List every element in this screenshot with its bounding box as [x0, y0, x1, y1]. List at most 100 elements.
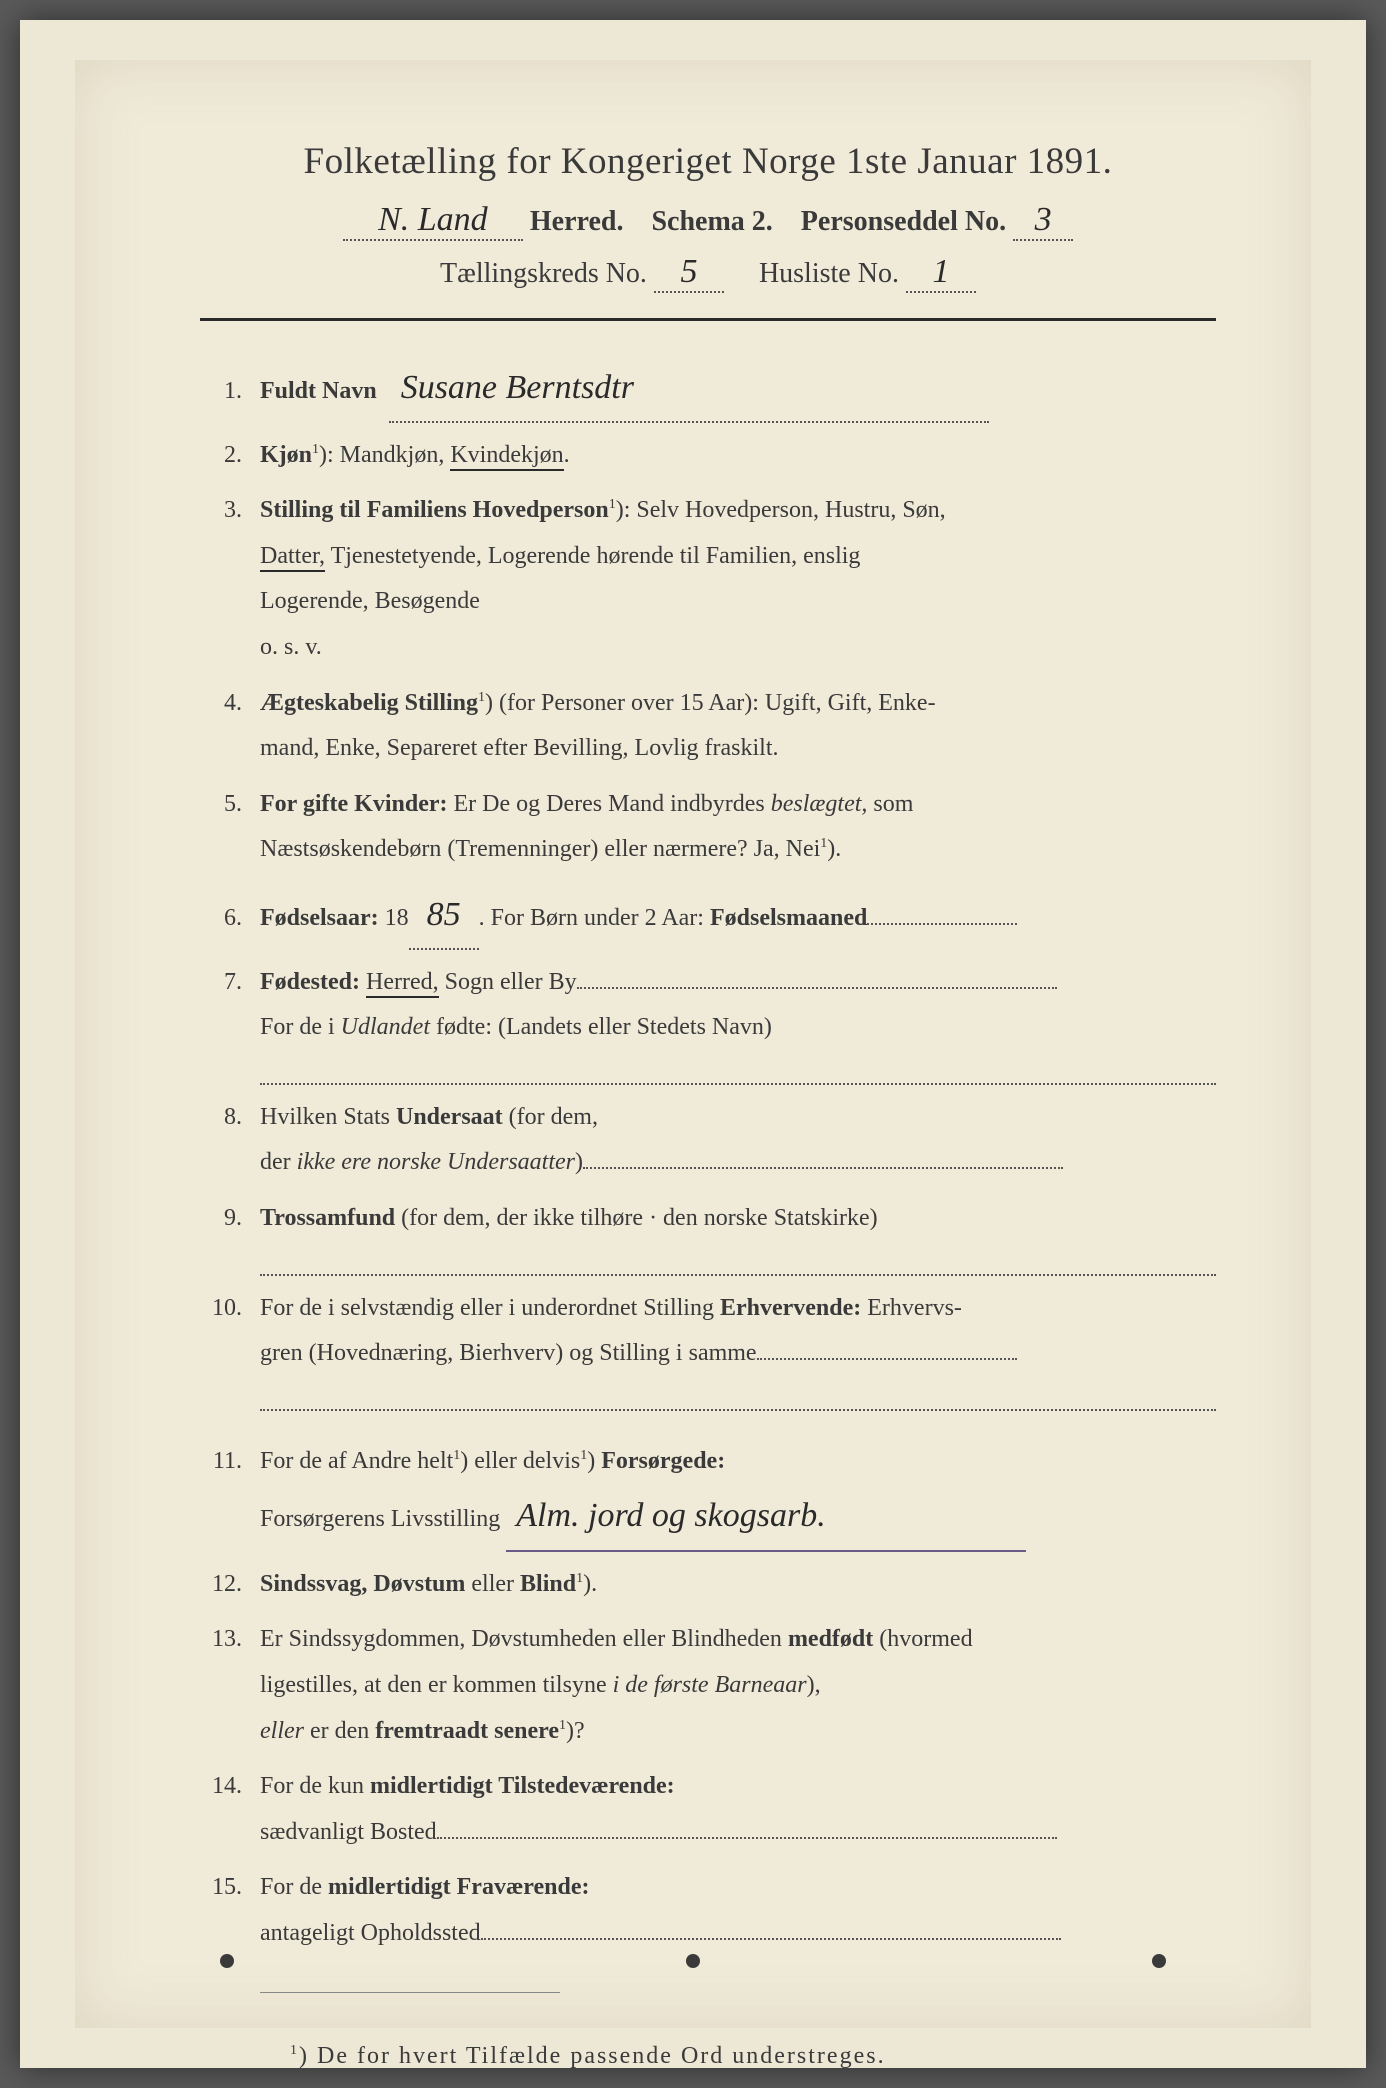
- row-13-line3a: eller: [260, 1718, 304, 1744]
- row-10-text1: For de i selvstændig eller i underordnet…: [260, 1295, 720, 1321]
- row-15-text1: For de: [260, 1874, 328, 1900]
- row-9-blank: [260, 1248, 1216, 1276]
- row-6-label: Fødselsaar:: [260, 905, 379, 931]
- row-13-italic: i de første Barneaar: [613, 1672, 807, 1698]
- row-5-after2: ).: [827, 836, 841, 862]
- row-3-sup: 1: [609, 497, 616, 512]
- row-6-label2: Fødselsmaaned: [710, 905, 867, 931]
- row-15-bold: midlertidigt Fraværende:: [328, 1874, 590, 1900]
- row-2: 2. Kjøn1): Mandkjøn, Kvindekjøn.: [200, 433, 1216, 479]
- row-11: 11. For de af Andre helt1) eller delvis1…: [200, 1439, 1216, 1552]
- row-13-line2a: ligestilles, at den er kommen tilsyne: [260, 1672, 613, 1698]
- row-5-field: For gifte Kvinder: Er De og Deres Mand i…: [260, 782, 1216, 873]
- row-4-field: Ægteskabelig Stilling1) (for Personer ov…: [260, 681, 1216, 772]
- row-15: 15. For de midlertidigt Fraværende: anta…: [200, 1865, 1216, 1956]
- row-12-rest: eller: [465, 1571, 520, 1597]
- row-4-label: Ægteskabelig Stilling: [260, 690, 478, 716]
- row-9-label: Trossamfund: [260, 1205, 395, 1231]
- row-12-bold2: Blind: [520, 1571, 576, 1597]
- row-3-line2-r: Tjenestetyende, Logerende hørende til Fa…: [325, 543, 860, 569]
- row-12: 12. Sindssvag, Døvstum eller Blind1).: [200, 1562, 1216, 1608]
- row-13-bold2: fremtraadt senere: [375, 1718, 559, 1744]
- row-10-num: 10.: [200, 1286, 260, 1332]
- herred-value: N. Land: [343, 201, 523, 241]
- row-13-line3c: )?: [566, 1718, 585, 1744]
- row-3-line3: Logerende, Besøgende: [260, 588, 480, 614]
- row-2-num: 2.: [200, 433, 260, 479]
- row-11-text1: For de af Andre helt: [260, 1448, 453, 1474]
- row-7-label: Fødested:: [260, 969, 360, 995]
- row-1-num: 1.: [200, 369, 260, 415]
- row-3-num: 3.: [200, 488, 260, 534]
- row-1-value: Susane Berntsdtr: [389, 356, 989, 423]
- row-6-mid: . For Børn under 2 Aar:: [479, 905, 710, 931]
- row-8-field: Hvilken Stats Undersaat (for dem, der ik…: [260, 1095, 1216, 1186]
- binding-hole-center: [686, 1954, 700, 1968]
- row-14-field: For de kun midlertidigt Tilstedeværende:…: [260, 1764, 1216, 1855]
- row-14-bold: midlertidigt Tilstedeværende:: [370, 1773, 675, 1799]
- row-13: 13. Er Sindssygdommen, Døvstumheden elle…: [200, 1617, 1216, 1754]
- footnote-divider: [260, 1992, 560, 1993]
- subheader-2: Tællingskreds No. 5 Husliste No. 1: [200, 253, 1216, 293]
- row-2-after: .: [564, 442, 570, 468]
- row-8-text1: Hvilken Stats: [260, 1104, 396, 1130]
- row-10-blank2: [260, 1383, 1216, 1411]
- row-15-blank: [481, 1938, 1061, 1940]
- row-5-label: For gifte Kvinder:: [260, 791, 448, 817]
- row-3-field: Stilling til Familiens Hovedperson1): Se…: [260, 488, 1216, 670]
- row-5-line2: Næstsøskendebørn (Tremenninger) eller næ…: [260, 836, 820, 862]
- row-14-blank: [437, 1837, 1057, 1839]
- row-3-label: Stilling til Familiens Hovedperson: [260, 497, 609, 523]
- taellingskreds-label: Tællingskreds No.: [440, 258, 647, 289]
- row-4-line2: mand, Enke, Separeret efter Bevilling, L…: [260, 735, 779, 761]
- row-1-field: Fuldt Navn Susane Berntsdtr: [260, 356, 1216, 423]
- row-8-text2: (for dem,: [503, 1104, 598, 1130]
- row-12-num: 12.: [200, 1562, 260, 1608]
- row-6-prefix: 18: [379, 905, 409, 931]
- schema-label: Schema 2.: [651, 206, 772, 237]
- header-divider: [200, 318, 1216, 321]
- row-13-sup: 1: [559, 1718, 566, 1733]
- row-11-num: 11.: [200, 1439, 260, 1485]
- form-content: Folketælling for Kongeriget Norge 1ste J…: [200, 140, 1216, 2070]
- row-6: 6. Fødselsaar: 1885. For Børn under 2 Aa…: [200, 883, 1216, 950]
- row-6-year: 85: [409, 883, 479, 950]
- row-7-italic: Udlandet: [341, 1014, 430, 1040]
- row-9: 9. Trossamfund (for dem, der ikke tilhør…: [200, 1196, 1216, 1276]
- row-8-italic: ikke ere norske Undersaatter: [297, 1149, 575, 1175]
- row-7-blank: [577, 987, 1057, 989]
- row-8-line2a: der: [260, 1149, 297, 1175]
- row-13-line2b: ),: [807, 1672, 821, 1698]
- row-13-num: 13.: [200, 1617, 260, 1663]
- row-2-rest: ): Mandkjøn,: [319, 442, 450, 468]
- husliste-no: 1: [906, 253, 976, 293]
- row-3-after: ): Selv Hovedperson, Hustru, Søn,: [616, 497, 946, 523]
- row-13-text1: Er Sindssygdommen, Døvstumheden eller Bl…: [260, 1626, 788, 1652]
- row-10-bold: Erhvervende:: [720, 1295, 861, 1321]
- row-8: 8. Hvilken Stats Undersaat (for dem, der…: [200, 1095, 1216, 1186]
- taellingskreds-no: 5: [654, 253, 724, 293]
- row-10-text2: Erhvervs-: [861, 1295, 962, 1321]
- row-11-field: For de af Andre helt1) eller delvis1) Fo…: [260, 1439, 1216, 1552]
- row-3-line2-u: Datter,: [260, 543, 325, 572]
- row-11-bold: Forsørgede:: [601, 1448, 725, 1474]
- row-9-field: Trossamfund (for dem, der ikke tilhøre ·…: [260, 1196, 1216, 1276]
- row-12-label: Sindssvag, Døvstum: [260, 1571, 465, 1597]
- row-2-sup: 1: [312, 442, 319, 457]
- row-5-rest: Er De og Deres Mand indbyrdes: [448, 791, 771, 817]
- row-8-blank: [583, 1167, 1063, 1169]
- row-8-num: 8.: [200, 1095, 260, 1141]
- row-9-rest: (for dem, der ikke tilhøre · den norske …: [395, 1205, 878, 1231]
- row-2-label: Kjøn: [260, 442, 312, 468]
- row-14-text1: For de kun: [260, 1773, 370, 1799]
- row-2-underlined: Kvindekjøn: [450, 442, 563, 471]
- row-7-blank2: [260, 1057, 1216, 1085]
- footnote-sup: 1: [290, 2043, 299, 2058]
- binding-hole-right: [1152, 1954, 1166, 1968]
- row-9-num: 9.: [200, 1196, 260, 1242]
- row-3-line4: o. s. v.: [260, 634, 322, 660]
- row-15-num: 15.: [200, 1865, 260, 1911]
- row-1-label: Fuldt Navn: [260, 378, 377, 404]
- row-13-bold: medfødt: [788, 1626, 873, 1652]
- row-13-text2: (hvormed: [873, 1626, 972, 1652]
